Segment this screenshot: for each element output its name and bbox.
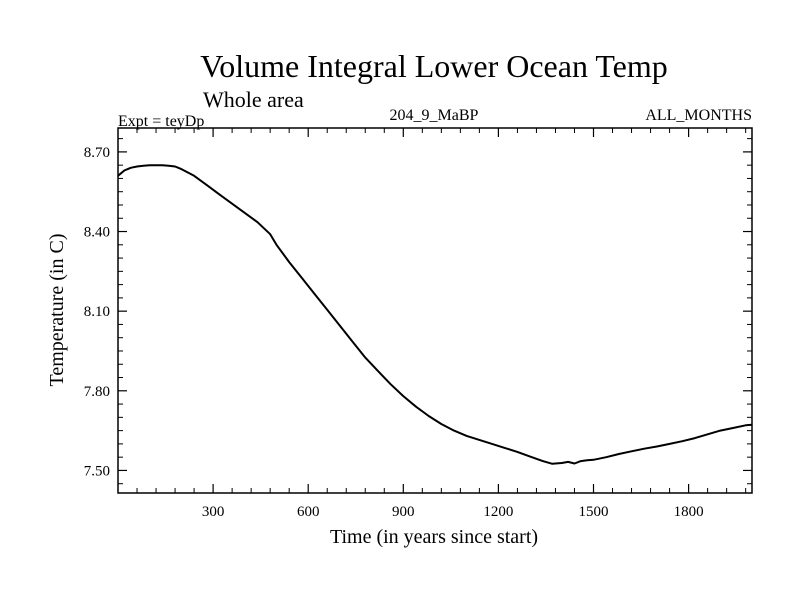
x-axis-ticks: 300 600 900 1200 1500 1800 xyxy=(202,128,704,520)
x-tick-label: 300 xyxy=(202,504,225,520)
x-tick-label: 900 xyxy=(392,504,415,520)
y-axis-ticks: 7.50 7.80 8.10 8.40 8.70 xyxy=(84,145,752,479)
y-axis-label: Temperature (in C) xyxy=(46,234,68,387)
x-tick-label: 1500 xyxy=(579,504,609,520)
x-tick-label: 1200 xyxy=(483,504,513,520)
x-tick-label: 600 xyxy=(297,504,320,520)
y-tick-label: 8.40 xyxy=(84,225,110,241)
chart-subtitle: Whole area xyxy=(203,87,304,112)
y-tick-label: 8.10 xyxy=(84,304,110,320)
chart-title: Volume Integral Lower Ocean Temp xyxy=(200,48,668,84)
y-tick-label: 8.70 xyxy=(84,145,110,161)
series-line xyxy=(117,164,753,465)
experiment-label: Expt = teyDp xyxy=(118,113,204,130)
x-axis-label: Time (in years since start) xyxy=(330,526,538,548)
y-tick-label: 7.80 xyxy=(84,384,110,400)
period-label: 204_9_MaBP xyxy=(390,107,479,124)
y-tick-label: 7.50 xyxy=(84,463,110,479)
x-tick-label: 1800 xyxy=(674,504,704,520)
plot-frame xyxy=(117,127,753,494)
months-label: ALL_MONTHS xyxy=(645,107,752,124)
minor-ticks xyxy=(118,128,752,493)
